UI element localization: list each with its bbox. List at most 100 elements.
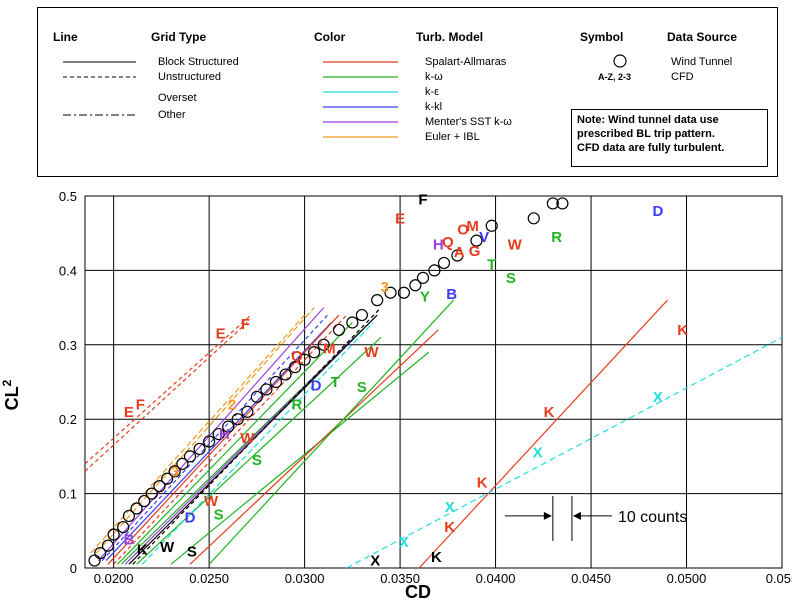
- legend-model-ke: k-ε: [425, 86, 440, 98]
- annotation-label: 10 counts: [618, 509, 687, 526]
- wind-tunnel-point: [183, 450, 197, 463]
- wind-tunnel-point: [527, 212, 540, 225]
- y-tick-labels: 0 0.1 0.2 0.3 0.4 0.5: [59, 189, 77, 576]
- wind-tunnel-point: [332, 323, 346, 337]
- series-line: [141, 322, 374, 565]
- cfd-marker: T: [487, 256, 496, 273]
- note-line: CFD data are fully turbulent.: [577, 142, 725, 154]
- cfd-marker: D: [311, 378, 322, 395]
- legend-grid-unstructured: Unstructured: [158, 71, 221, 83]
- legend-model-kw: k-ω: [425, 71, 443, 83]
- legend-symbol-label: A-Z, 2-3: [598, 72, 632, 82]
- legend-color-header: Color: [314, 30, 346, 44]
- cfd-marker: 3: [171, 463, 179, 480]
- series-line: [84, 322, 248, 472]
- wind-tunnel-point: [130, 502, 143, 515]
- wind-tunnel-point: [145, 487, 158, 500]
- wind-tunnel-point: [153, 480, 166, 493]
- wind-tunnel-point: [222, 420, 235, 433]
- cfd-marker: K: [544, 404, 555, 421]
- series-line: [113, 314, 348, 565]
- series-lines: [84, 299, 783, 569]
- wind-tunnel-point: [546, 197, 559, 210]
- wind-tunnel-point: [203, 435, 216, 448]
- wind-tunnel-point: [298, 353, 311, 366]
- wind-tunnel-point: [122, 509, 136, 523]
- cfd-marker: 3: [381, 279, 389, 296]
- wind-tunnel-point: [317, 338, 330, 351]
- cfd-marker: S: [214, 506, 224, 523]
- wind-tunnel-point: [556, 197, 569, 210]
- note-line: Note: Wind tunnel data use: [577, 114, 719, 126]
- note-box: Note: Wind tunnel data use prescribed BL…: [571, 109, 768, 167]
- ten-counts-annotation: 10 counts: [504, 495, 687, 541]
- cfd-marker: 2: [228, 396, 236, 413]
- cfd-marker: E: [124, 404, 134, 421]
- cfd-marker: Y: [420, 288, 430, 305]
- cfd-marker: Q: [291, 348, 303, 365]
- series-line: [97, 307, 325, 561]
- wind-tunnel-point: [269, 375, 283, 389]
- cfd-marker: K: [137, 541, 148, 558]
- legend-grid-other: Other: [158, 109, 186, 121]
- wind-tunnel-point: [94, 547, 107, 560]
- cfd-marker: B: [446, 286, 457, 303]
- wind-tunnel-point: [416, 271, 430, 284]
- series-line: [136, 336, 382, 565]
- cfd-marker: S: [357, 379, 367, 396]
- x-tick-label: 0.0300: [285, 571, 325, 586]
- legend-model-sst: Menter's SST k-ω: [425, 116, 512, 128]
- legend-box: Line Grid Type Color Turb. Model Symbol …: [37, 7, 778, 177]
- wind-tunnel-points: [88, 197, 569, 567]
- cfd-marker: X: [370, 553, 380, 570]
- cfd-marker: S: [252, 452, 262, 469]
- wind-tunnel-point: [288, 361, 302, 374]
- y-tick-label: 0: [70, 561, 77, 576]
- cfd-marker: E: [216, 326, 226, 343]
- y-axis-label-base: CL: [2, 386, 22, 410]
- legend-model-kkl: k-kl: [425, 101, 443, 113]
- wind-tunnel-point: [260, 383, 273, 396]
- series-line: [346, 336, 783, 569]
- legend-circle-icon: [613, 54, 627, 68]
- series-line: [208, 299, 454, 565]
- x-tick-labels: 0.0200 0.0250 0.0300 0.0350 0.0400 0.0450 0.05…: [94, 571, 792, 586]
- arrowhead-icon: [572, 511, 581, 520]
- legend-symbol-header: Symbol: [580, 30, 624, 44]
- wind-tunnel-point: [371, 294, 384, 307]
- cfd-marker: R: [292, 396, 303, 413]
- legend-grid-header: Grid Type: [151, 30, 207, 44]
- x-tick-label: 0.0500: [667, 571, 707, 586]
- cfd-marker: K: [444, 519, 455, 536]
- wind-tunnel-point: [107, 528, 120, 541]
- legend-turb-header: Turb. Model: [416, 30, 484, 44]
- wind-tunnel-point: [212, 427, 225, 441]
- y-axis-label-exp: 2: [0, 379, 14, 386]
- cfd-marker: W: [508, 236, 523, 253]
- note-line: prescribed BL trip pattern.: [577, 128, 715, 140]
- cfd-marker: M: [466, 218, 479, 235]
- series-line: [84, 314, 252, 465]
- x-tick-label: 0.0250: [189, 571, 229, 586]
- y-tick-label: 0.5: [59, 189, 77, 204]
- wind-tunnel-point: [346, 316, 359, 329]
- cfd-marker: F: [136, 396, 145, 413]
- cfd-marker: X: [653, 389, 663, 406]
- wind-tunnel-point: [428, 264, 441, 277]
- wind-tunnel-point: [117, 520, 130, 534]
- x-tick-label: 0.0200: [94, 571, 134, 586]
- series-line: [189, 329, 439, 565]
- cfd-marker: E: [395, 210, 405, 227]
- legend-model-sa: Spalart-Allmaras: [425, 56, 507, 68]
- cfd-marker: S: [187, 544, 197, 561]
- cfd-marker: D: [652, 203, 663, 220]
- series-line: [418, 299, 668, 569]
- cfd-marker: F: [241, 316, 250, 333]
- legend-source-cfd: CFD: [671, 71, 694, 83]
- y-tick-label: 0.3: [59, 338, 77, 353]
- cfd-marker: X: [399, 534, 409, 551]
- cfd-marker: K: [431, 549, 442, 566]
- x-tick-label: 0.0400: [476, 571, 516, 586]
- y-tick-label: 0.1: [59, 487, 77, 502]
- cfd-marker: W: [240, 430, 255, 447]
